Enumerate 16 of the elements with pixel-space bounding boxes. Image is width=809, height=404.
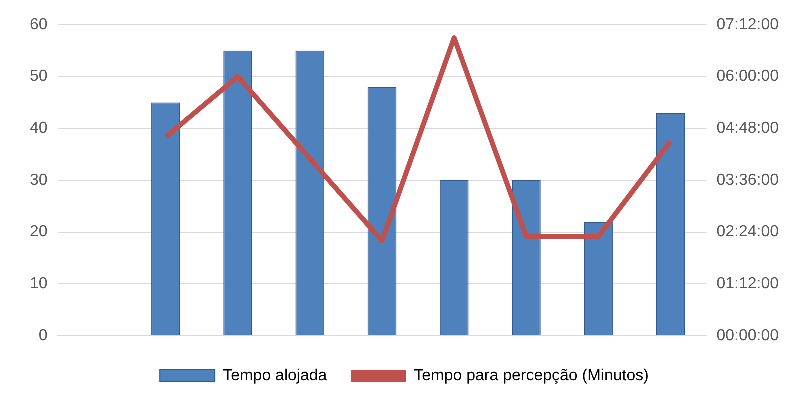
- legend-label: Tempo para percepção (Minutos): [414, 367, 649, 384]
- y2-tick-label: 07:12:00: [716, 16, 780, 34]
- y2-tick-label: 04:48:00: [716, 120, 780, 138]
- y-tick-label: 0: [38, 327, 48, 344]
- y-tick-label: 30: [30, 172, 48, 189]
- y-tick-label: 50: [30, 68, 48, 86]
- y-tick-label: 60: [30, 16, 48, 34]
- y2-tick-label: 02:24:00: [716, 224, 780, 241]
- legend-label: Tempo alojada: [223, 367, 328, 384]
- y-tick-label: 40: [30, 120, 48, 138]
- y2-tick-label: 06:00:00: [716, 68, 780, 86]
- y-tick-label: 10: [30, 276, 48, 293]
- y-tick-label: 20: [30, 224, 48, 241]
- y2-tick-label: 03:36:00: [716, 172, 780, 189]
- y2-tick-label: 00:00:00: [716, 327, 780, 344]
- y2-tick-label: 01:12:00: [716, 276, 780, 293]
